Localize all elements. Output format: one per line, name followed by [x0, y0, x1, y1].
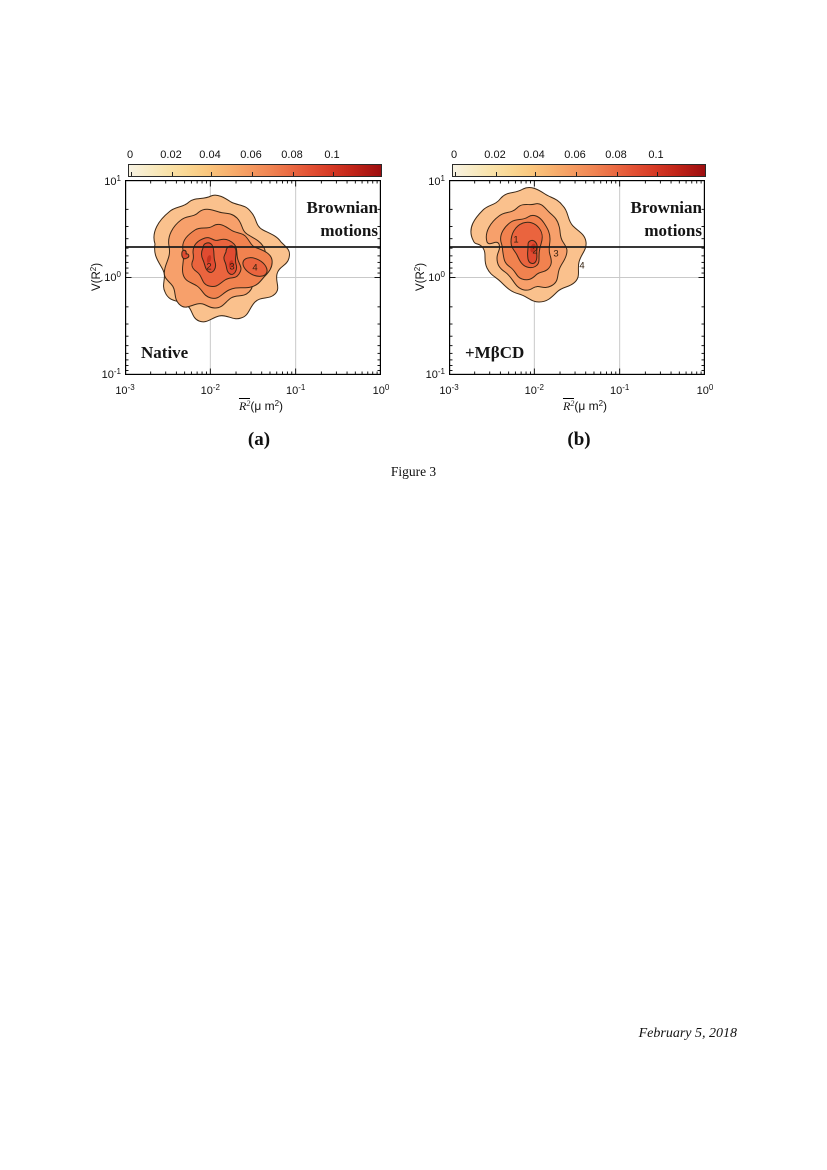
colorbar-tick: [657, 172, 658, 176]
plot-area: [125, 180, 382, 376]
colorbar: [452, 164, 706, 177]
panel-letter-b: (b): [567, 429, 591, 450]
page-date: February 5, 2018: [638, 1026, 737, 1041]
colorbar-tick: [131, 172, 132, 176]
colorbar-tick-label: 0.08: [281, 149, 303, 161]
x-tick-label: 10-2: [524, 383, 544, 397]
condition-label: Native: [141, 343, 189, 362]
condition-label: +MβCD: [465, 343, 525, 362]
y-tick-label: 101: [428, 174, 445, 188]
annotation-brownian-motions: Brownian motions: [630, 198, 703, 240]
annotation-brownian-motions: Brownian motions: [306, 198, 379, 240]
density-core: [228, 260, 234, 268]
colorbar: [128, 164, 382, 177]
colorbar-tick: [496, 172, 497, 176]
colorbar-tick-label: 0.08: [605, 149, 627, 161]
colorbar-tick-label: 0.06: [240, 149, 262, 161]
colorbar-tick-label: 0.02: [484, 149, 506, 161]
density-core: [206, 255, 212, 263]
colorbar-tick-label: 0.1: [648, 149, 664, 161]
colorbar-tick-label: 0.1: [324, 149, 340, 161]
x-tick-label: 100: [696, 383, 714, 397]
figure-panel-a: 0 0.02 0.04 0.06 0.08 0.1 101 100 10-1 V…: [89, 0, 389, 470]
plot-area: [449, 180, 706, 376]
colorbar-tick: [455, 172, 456, 176]
y-axis-label: V(R2): [89, 262, 103, 292]
contour-label: 2: [206, 261, 212, 273]
contour-level-4-right-peak: [242, 257, 268, 277]
colorbar-tick-label: 0: [126, 149, 134, 161]
x-tick-label: 10-1: [610, 383, 630, 397]
colorbar-tick: [617, 172, 618, 176]
figure-caption: Figure 3: [390, 464, 437, 479]
colorbar-tick-label: 0: [450, 149, 458, 161]
density-contours: [153, 194, 290, 323]
axis-ticks: [125, 180, 381, 375]
contour-label: 1: [513, 234, 519, 246]
colorbar-tick: [293, 172, 294, 176]
y-tick-label: 101: [104, 174, 121, 188]
colorbar-tick-label: 0.04: [199, 149, 221, 161]
contour-plot-mbcd: [449, 180, 706, 376]
contour-label: 3: [553, 248, 559, 260]
x-axis-label: R2(μ m2): [238, 398, 284, 413]
y-tick-label: 10-1: [425, 367, 445, 381]
x-tick-label: 10-3: [439, 383, 459, 397]
colorbar-tick-label: 0.02: [160, 149, 182, 161]
y-tick-label: 100: [428, 270, 445, 284]
x-tick-label: 10-3: [115, 383, 135, 397]
colorbar-tick: [535, 172, 536, 176]
contour-level-5-small: [181, 249, 190, 260]
axis-ticks: [449, 180, 705, 375]
colorbar-tick: [252, 172, 253, 176]
density-contours: [470, 187, 587, 303]
y-tick-label: 100: [104, 270, 121, 284]
contour-label: 3: [229, 261, 235, 273]
colorbar-tick-label: 0.04: [523, 149, 545, 161]
colorbar-tick: [211, 172, 212, 176]
contour-label: 4: [252, 262, 258, 274]
contour-plot-native: [125, 180, 382, 376]
contour-label: 2: [532, 245, 538, 257]
density-core: [530, 243, 536, 253]
colorbar-tick: [333, 172, 334, 176]
x-tick-label: 10-2: [200, 383, 220, 397]
panel-letter-a: (a): [247, 429, 271, 450]
contour-label: 4: [579, 260, 585, 272]
colorbar-tick: [172, 172, 173, 176]
figure-panel-b: 0 0.02 0.04 0.06 0.08 0.1 101 100 10-1 V…: [413, 0, 713, 470]
y-tick-label: 10-1: [101, 367, 121, 381]
x-tick-label: 100: [372, 383, 390, 397]
y-axis-label: V(R2): [413, 262, 427, 292]
x-tick-label: 10-1: [286, 383, 306, 397]
colorbar-tick-label: 0.06: [564, 149, 586, 161]
colorbar-tick: [576, 172, 577, 176]
x-axis-label: R2(μ m2): [562, 398, 608, 413]
